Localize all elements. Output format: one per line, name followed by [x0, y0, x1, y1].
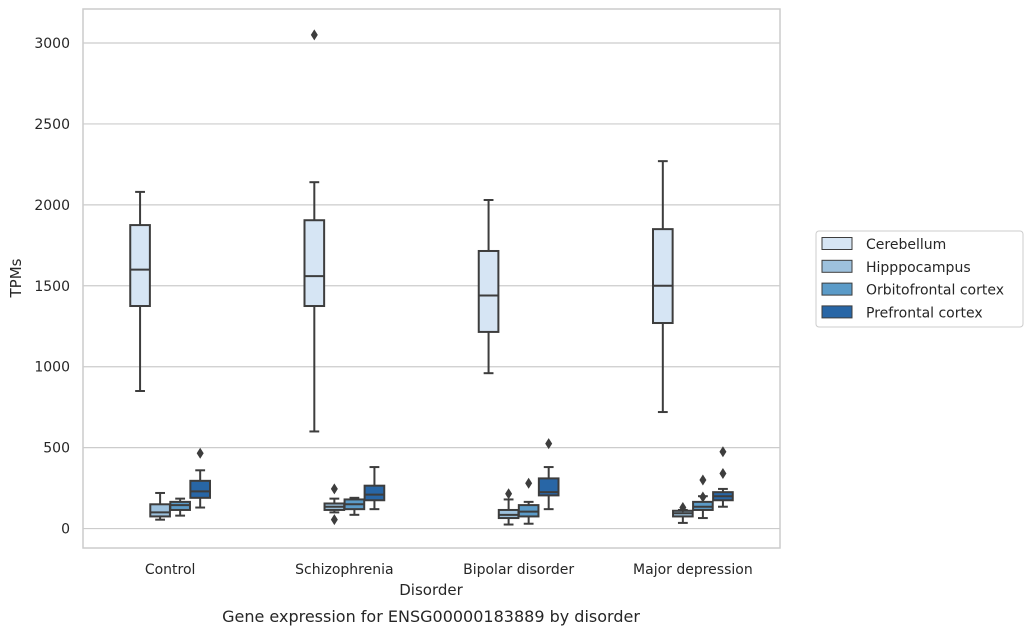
outlier-point — [196, 447, 204, 459]
y-axis-label: TPMs — [7, 258, 25, 298]
outlier-point — [330, 483, 338, 495]
outlier-point — [719, 446, 727, 458]
box-iqr — [129, 224, 151, 308]
x-tick-label: Control — [145, 562, 196, 578]
outlier-point — [719, 468, 727, 480]
y-tick-label: 2500 — [34, 117, 70, 133]
box-iqr — [477, 249, 500, 333]
y-tick-labels: 0 500 1000 1500 2000 2500 3000 — [34, 36, 70, 538]
plot-frame — [82, 8, 781, 549]
box-iqr — [303, 219, 326, 308]
y-tick-label: 1000 — [34, 360, 70, 376]
y-tick-label: 0 — [61, 522, 70, 538]
x-axis-label: Disorder — [399, 581, 463, 599]
y-tick-label: 2000 — [34, 198, 70, 214]
box-iqr — [651, 228, 674, 325]
box-iqr — [363, 484, 386, 502]
x-tick-labels: Control Schizophrenia Bipolar disorder Majo… — [145, 562, 753, 578]
outlier-point — [679, 502, 687, 514]
legend-label: Orbitofrontal cortex — [866, 283, 1004, 299]
chart-title: Gene expression for ENSG00000183889 by d… — [222, 607, 640, 626]
legend-label: Prefrontal cortex — [866, 305, 983, 321]
legend-swatch — [821, 237, 853, 250]
x-tick-label: Bipolar disorder — [463, 562, 574, 578]
outlier-point — [310, 29, 318, 41]
y-tick-label: 1500 — [34, 279, 70, 295]
box-iqr — [189, 479, 212, 499]
outlier-point — [505, 488, 513, 500]
legend: Cerebellum Hipppocampus Orbitofrontal cort… — [815, 230, 1024, 328]
grid-lines — [83, 42, 780, 530]
legend-swatch — [821, 259, 853, 273]
legend-swatch — [821, 305, 853, 319]
y-tick-label: 3000 — [34, 36, 70, 52]
x-tick-label: Major depression — [633, 562, 753, 578]
box-iqr — [537, 477, 560, 497]
outlier-point — [330, 514, 338, 526]
legend-label: Hipppocampus — [866, 260, 971, 276]
box-iqr — [149, 503, 171, 518]
legend-label: Cerebellum — [866, 237, 946, 253]
legend-swatch — [821, 282, 853, 296]
legend-frame — [815, 230, 1024, 328]
outlier-point — [525, 477, 533, 489]
outlier-point — [545, 438, 553, 450]
outlier-point — [699, 474, 707, 486]
x-tick-label: Schizophrenia — [295, 562, 393, 578]
outlier-point — [699, 491, 707, 503]
y-tick-label: 500 — [43, 441, 70, 457]
box-elements — [129, 29, 734, 526]
